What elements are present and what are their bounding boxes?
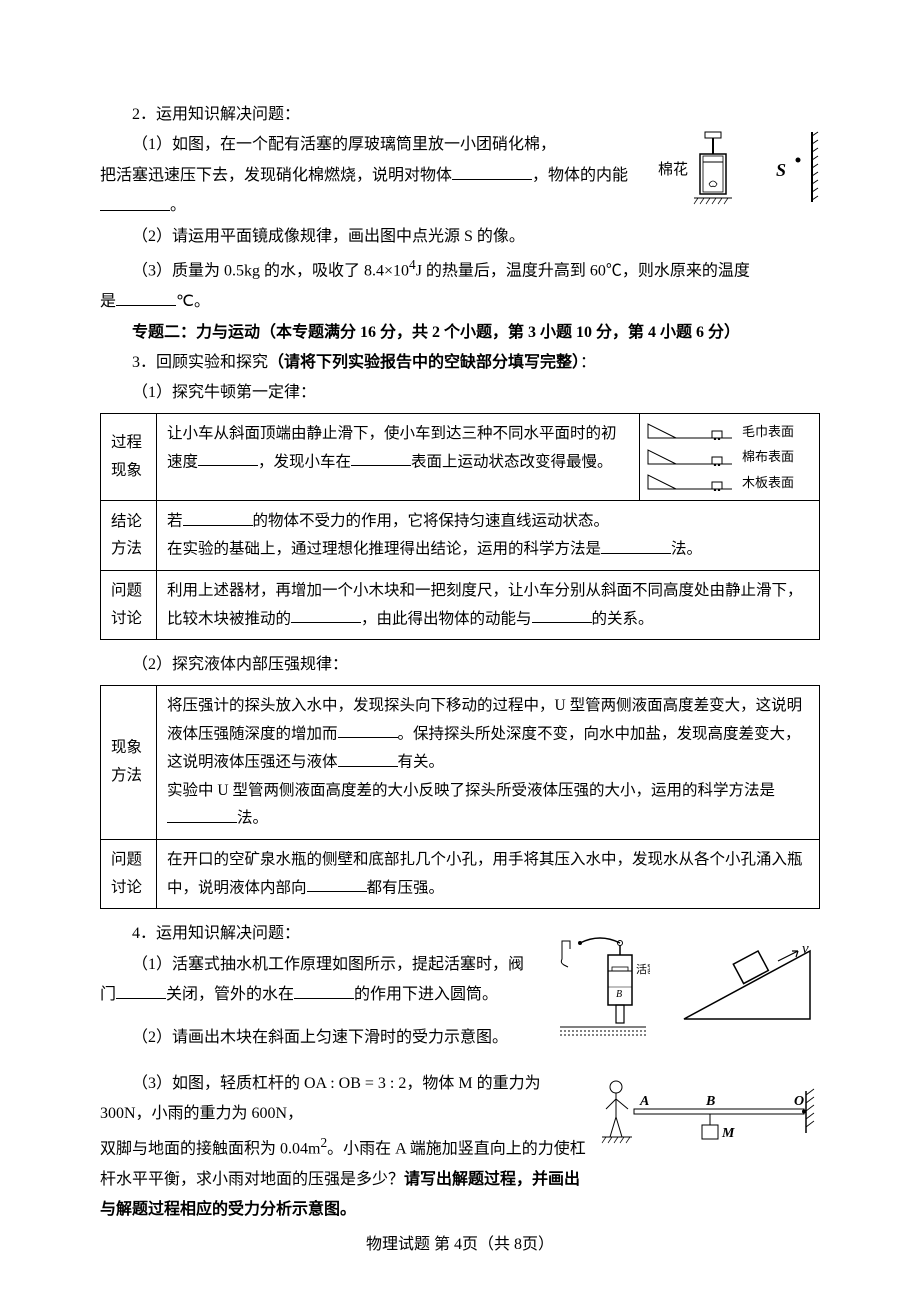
blank <box>601 535 671 554</box>
blank <box>294 980 354 999</box>
blank <box>183 507 253 526</box>
label-B: B <box>705 1094 715 1109</box>
cell-label: 问题讨论 <box>101 839 157 908</box>
table-newton-first-law: 过程现象 让小车从斜面顶端由静止滑下，使小车到达三种不同水平面时的初速度，发现小… <box>100 413 820 641</box>
table-liquid-pressure: 现象方法 将压强计的探头放入水中，发现探头向下移动的过程中，U 型管两侧液面高度… <box>100 685 820 910</box>
q2-p3-line2: 是℃。 <box>100 287 820 318</box>
figure-pump: 活塞 B <box>550 931 650 1041</box>
q2-p2: （2）请运用平面镜成像规律，画出图中点光源 S 的像。 <box>100 222 820 252</box>
cell-label: 过程现象 <box>101 413 157 500</box>
cell-label: 现象方法 <box>101 685 157 839</box>
figure-incline: v <box>670 931 820 1031</box>
cell-content: 在开口的空矿泉水瓶的侧壁和底部扎几个小孔，用手将其压入水中，发现水从各个小孔涌入… <box>157 839 820 908</box>
label-point-s: S <box>776 153 786 187</box>
blank <box>100 191 170 210</box>
q3-heading: 3．回顾实验和探究（请将下列实验报告中的空缺部分填写完整）： <box>100 348 820 378</box>
blank <box>116 980 166 999</box>
cell-content: 若的物体不受力的作用，它将保持匀速直线运动状态。 在实验的基础上，通过理想化推理… <box>157 500 820 570</box>
page-footer: 物理试题 第 4页（共 8页） <box>0 1230 920 1260</box>
figure-q4-group: 活塞 B v <box>550 931 820 1041</box>
ramp-row: 棉布表面 <box>646 445 813 468</box>
blank <box>116 287 176 306</box>
blank <box>307 874 367 893</box>
blank <box>167 804 237 823</box>
cell-label: 问题讨论 <box>101 570 157 639</box>
cell-content: 将压强计的探头放入水中，发现探头向下移动的过程中，U 型管两侧液面高度差变大，这… <box>157 685 820 839</box>
blank <box>338 748 398 767</box>
label-M: M <box>721 1126 735 1141</box>
cell-label: 结论方法 <box>101 500 157 570</box>
figure-lever: A B O M <box>600 1073 820 1166</box>
ramp-row: 木板表面 <box>646 471 813 494</box>
figure-mirror: S <box>776 128 820 206</box>
label-piston: 活塞 <box>636 962 650 976</box>
label-velocity: v <box>802 941 809 957</box>
label-O: O <box>794 1094 804 1109</box>
label-cotton: 棉花 <box>658 156 688 185</box>
topic2-title: 专题二：力与运动（本专题满分 16 分，共 2 个小题，第 3 小题 10 分，… <box>100 318 820 348</box>
ramp-row: 毛巾表面 <box>646 420 813 443</box>
figure-piston-tube <box>690 128 736 206</box>
blank <box>338 720 398 739</box>
label-A: A <box>639 1094 649 1109</box>
blank <box>291 605 361 624</box>
q2-heading: 2．运用知识解决问题： <box>100 100 820 130</box>
cell-ramps: 毛巾表面 棉布表面 木板表面 <box>640 413 820 500</box>
blank <box>351 448 411 467</box>
figure-q2-group: 棉花 S <box>658 128 820 206</box>
q3-sub1: （1）探究牛顿第一定律： <box>100 378 820 408</box>
q3-sub2: （2）探究液体内部压强规律： <box>100 650 820 680</box>
blank <box>532 605 592 624</box>
cell-content: 利用上述器材，再增加一个小木块和一把刻度尺，让小车分别从斜面不同高度处由静止滑下… <box>157 570 820 639</box>
q2-p3: （3）质量为 0.5kg 的水，吸收了 8.4×104J 的热量后，温度升高到 … <box>100 252 820 287</box>
cell-content: 让小车从斜面顶端由静止滑下，使小车到达三种不同水平面时的初速度，发现小车在表面上… <box>157 413 640 500</box>
blank <box>452 161 532 180</box>
svg-text:B: B <box>616 989 622 1000</box>
blank <box>198 448 258 467</box>
